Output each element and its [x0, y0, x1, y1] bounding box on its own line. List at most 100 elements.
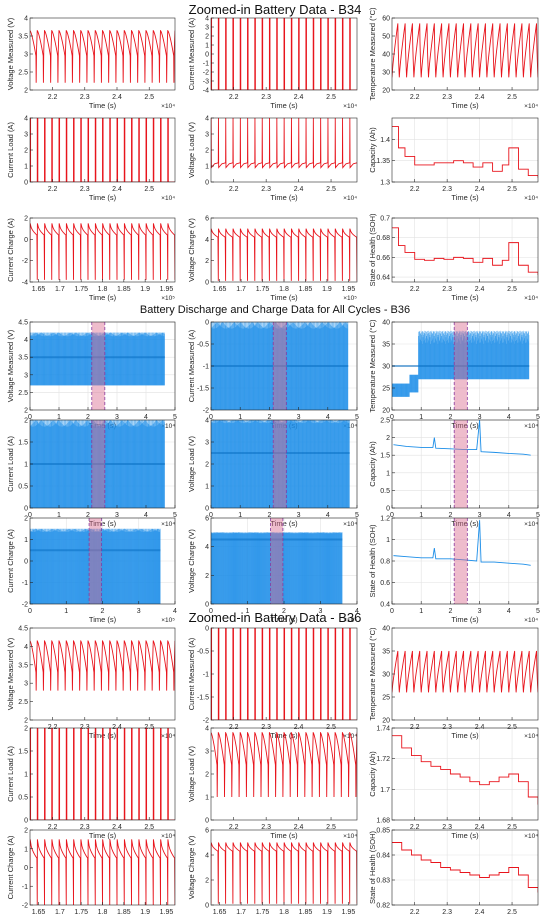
y-tick-label: 0.82	[376, 903, 390, 910]
x-axis-label: Time (s)	[451, 519, 479, 528]
x-tick-label: 2.3	[80, 724, 90, 731]
series-2-1	[211, 628, 357, 720]
x-tick-label: 1.8	[279, 286, 289, 293]
series-line	[30, 30, 175, 83]
series-line	[30, 640, 175, 691]
y-tick-label: 3.5	[18, 662, 28, 669]
y-tick-label: 1.3	[380, 180, 390, 187]
y-tick-label: 4	[24, 116, 28, 123]
series-line	[211, 732, 357, 798]
axes-box	[391, 829, 539, 906]
y-tick-label: 35	[382, 649, 390, 656]
x-tick-label: 4	[507, 414, 511, 421]
y-tick-label: 4	[205, 726, 209, 733]
y-tick-label: 0	[205, 903, 209, 910]
y-axis-label: Capacity (Ah)	[368, 441, 377, 487]
series-1-5	[393, 420, 531, 456]
y-tick-label: 1	[24, 164, 28, 171]
x-tick-label: 2.3	[261, 824, 271, 831]
axes-box	[391, 419, 539, 509]
x-axis-exponent: ×10⁵	[343, 295, 357, 302]
series-line	[392, 126, 538, 178]
y-tick-label: 4	[24, 16, 28, 23]
highlight-region	[454, 322, 468, 410]
y-tick-label: 40	[382, 320, 390, 327]
x-tick-label: 2.3	[442, 94, 452, 101]
figure-title-b36-all-cycles: Battery Discharge and Charge Data for Al…	[139, 304, 411, 316]
y-tick-label: 3	[205, 749, 209, 756]
highlight-region	[273, 322, 287, 410]
series-0-0	[30, 30, 175, 83]
series-0-3	[30, 118, 175, 182]
x-tick-label: 3	[478, 414, 482, 421]
x-tick-label: 2.2	[48, 824, 58, 831]
series-2-7	[211, 842, 357, 904]
x-tick-label: 2.4	[475, 909, 485, 916]
x-tick-label: 2	[448, 608, 452, 615]
y-tick-label: 1.35	[376, 158, 390, 165]
x-tick-label: 2.2	[410, 94, 420, 101]
y-tick-label: 25	[382, 695, 390, 702]
y-tick-label: 0.84	[376, 853, 390, 860]
y-tick-label: 0	[24, 180, 28, 187]
x-tick-label: 2.5	[507, 286, 517, 293]
x-tick-label: 1	[419, 512, 423, 519]
x-tick-label: 1.95	[160, 909, 174, 916]
axes-box	[391, 117, 539, 183]
x-axis-label: Time (s)	[451, 293, 479, 302]
x-tick-label: 1	[57, 512, 61, 519]
figure-title-b34-zoomed: Zoomed-in Battery Data - B34	[188, 2, 362, 17]
x-tick-label: 1.85	[117, 909, 131, 916]
x-tick-label: 4	[326, 414, 330, 421]
x-axis-label: Time (s)	[270, 831, 298, 840]
y-tick-label: 1.4	[380, 137, 390, 144]
y-tick-label: -1	[22, 884, 28, 891]
y-tick-label: 2.5	[18, 390, 28, 397]
y-tick-label: -1.5	[197, 386, 209, 393]
x-tick-label: 3	[319, 608, 323, 615]
y-axis-label: Current Charge (A)	[6, 529, 15, 593]
x-axis-label: Time (s)	[270, 615, 298, 624]
highlight-region	[89, 518, 102, 604]
series-line	[392, 23, 538, 78]
y-tick-label: 2	[24, 216, 28, 223]
y-tick-label: 0	[205, 602, 209, 609]
x-tick-label: 2.4	[294, 186, 304, 193]
x-tick-label: 4	[173, 608, 177, 615]
y-tick-label: 6	[205, 516, 209, 523]
series-line	[211, 628, 357, 720]
x-axis-exponent: ×10⁴	[524, 833, 538, 840]
x-tick-label: 2.3	[442, 909, 452, 916]
y-tick-label: -4	[22, 280, 28, 287]
y-tick-label: 4	[205, 544, 209, 551]
y-tick-label: 1	[205, 43, 209, 50]
y-tick-label: 4	[205, 853, 209, 860]
x-tick-label: 2.5	[326, 724, 336, 731]
x-tick-label: 2.3	[80, 94, 90, 101]
y-tick-label: 4	[24, 644, 28, 651]
series-line	[30, 118, 175, 182]
x-axis-exponent: ×10⁴	[343, 733, 357, 740]
y-tick-label: 25	[382, 386, 390, 393]
x-tick-label: 2	[448, 512, 452, 519]
x-axis-label: Time (s)	[270, 193, 298, 202]
panel-0-7: 1.65 1.7 1.75 1.8 1.85 1.9 1.95 0 2 4 6 Time (s) ×10…	[187, 216, 358, 302]
y-tick-label: 3	[205, 440, 209, 447]
x-tick-label: 1.7	[236, 909, 246, 916]
x-tick-label: 0	[390, 414, 394, 421]
x-axis-exponent: ×10⁴	[524, 195, 538, 202]
axes-box	[391, 727, 539, 821]
x-axis-exponent: ×10⁵	[161, 295, 175, 302]
x-tick-label: 2	[267, 512, 271, 519]
y-tick-label: 4	[24, 337, 28, 344]
x-tick-label: 1.8	[279, 909, 289, 916]
y-axis-label: Temperature Measured (°C)	[368, 319, 377, 413]
x-axis-label: Time (s)	[451, 831, 479, 840]
x-tick-label: 5	[173, 414, 177, 421]
axes-box	[29, 321, 176, 411]
x-tick-label: 2.3	[442, 724, 452, 731]
panel-2-7: 1.65 1.7 1.75 1.8 1.85 1.9 1.95 0 2 4 6 Time (s) ×10…	[187, 828, 358, 917]
x-axis-exponent: ×10⁴	[343, 103, 357, 110]
